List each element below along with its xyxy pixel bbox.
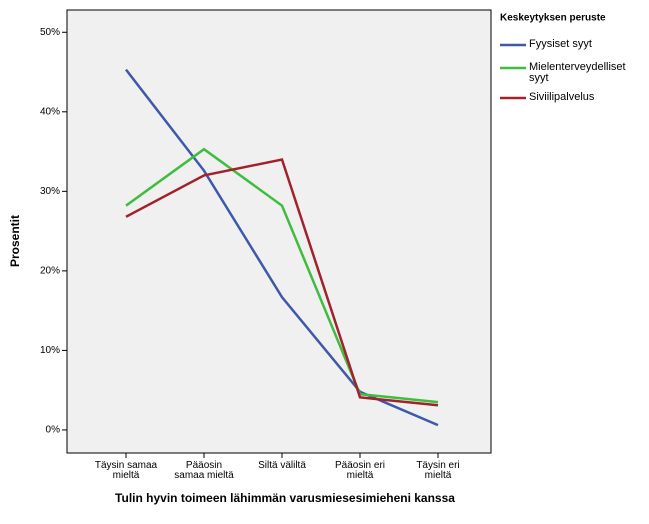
y-tick-label: 10%	[40, 345, 60, 356]
legend-label: Mielenterveydelliset syyt	[529, 61, 626, 84]
x-axis-title: Tulin hyvin toimeen lähimmän varusmieses…	[115, 491, 455, 505]
y-axis-title: Prosentit	[8, 215, 22, 267]
legend-label: Fyysiset syyt	[529, 38, 592, 50]
x-tick-label: Pääosin samaa mieltä	[174, 460, 234, 481]
x-tick-label: Täysin samaa mieltä	[94, 460, 158, 481]
y-tick-label: 20%	[40, 266, 60, 277]
y-tick-label: 0%	[46, 425, 61, 436]
series-line	[125, 68, 439, 427]
series-line	[125, 147, 439, 404]
y-tick-label: 30%	[40, 186, 60, 197]
legend-label: Siviilipalvelus	[529, 91, 595, 103]
legend-title: Keskeytyksen peruste	[500, 13, 606, 24]
y-tick-label: 40%	[40, 106, 60, 117]
series-line	[125, 158, 439, 407]
y-tick-label: 50%	[40, 27, 60, 38]
x-tick-label: Täysin eri mieltä	[416, 460, 460, 481]
x-tick-label: Pääosin eri mieltä	[334, 460, 386, 481]
x-tick-label: Siltä väliltä	[258, 460, 306, 471]
